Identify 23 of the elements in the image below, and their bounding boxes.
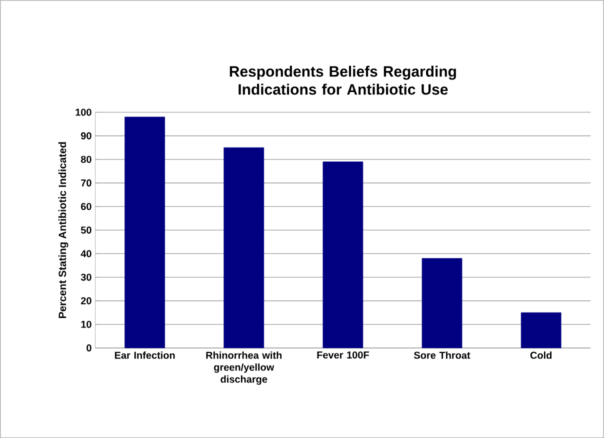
y-axis-title: Percent Stating Antibiotic Indicated [58,142,68,318]
x-tick-label: Ear Infection [114,351,175,359]
bar [224,147,264,348]
y-tick-label: 90 [80,132,92,140]
x-tick-label: Sore Throat [414,351,470,359]
bar [422,258,462,348]
y-tick-label: 40 [80,250,92,258]
y-tick-label: 50 [80,226,92,234]
y-tick-label: 30 [80,274,92,281]
y-tick-label: 60 [81,202,92,210]
chart-title: Respondents Beliefs Regarding Indications for Antibiotic Use [230,66,456,95]
y-tick-label: 0 [86,344,92,352]
y-tick-label: 10 [81,320,92,328]
x-tick-label: Rhinorrhea with green/yellow discharge [206,351,282,385]
y-tick-label: 100 [76,108,92,116]
y-tick-label: 20 [80,297,92,304]
x-tick-label: Cold [530,351,552,359]
y-tick-label: 70 [81,179,92,186]
y-tick-label: 80 [80,156,92,163]
bar [520,312,562,348]
x-tick-label: Fever 100F [317,351,369,358]
bar [322,161,364,348]
bar [124,116,165,348]
